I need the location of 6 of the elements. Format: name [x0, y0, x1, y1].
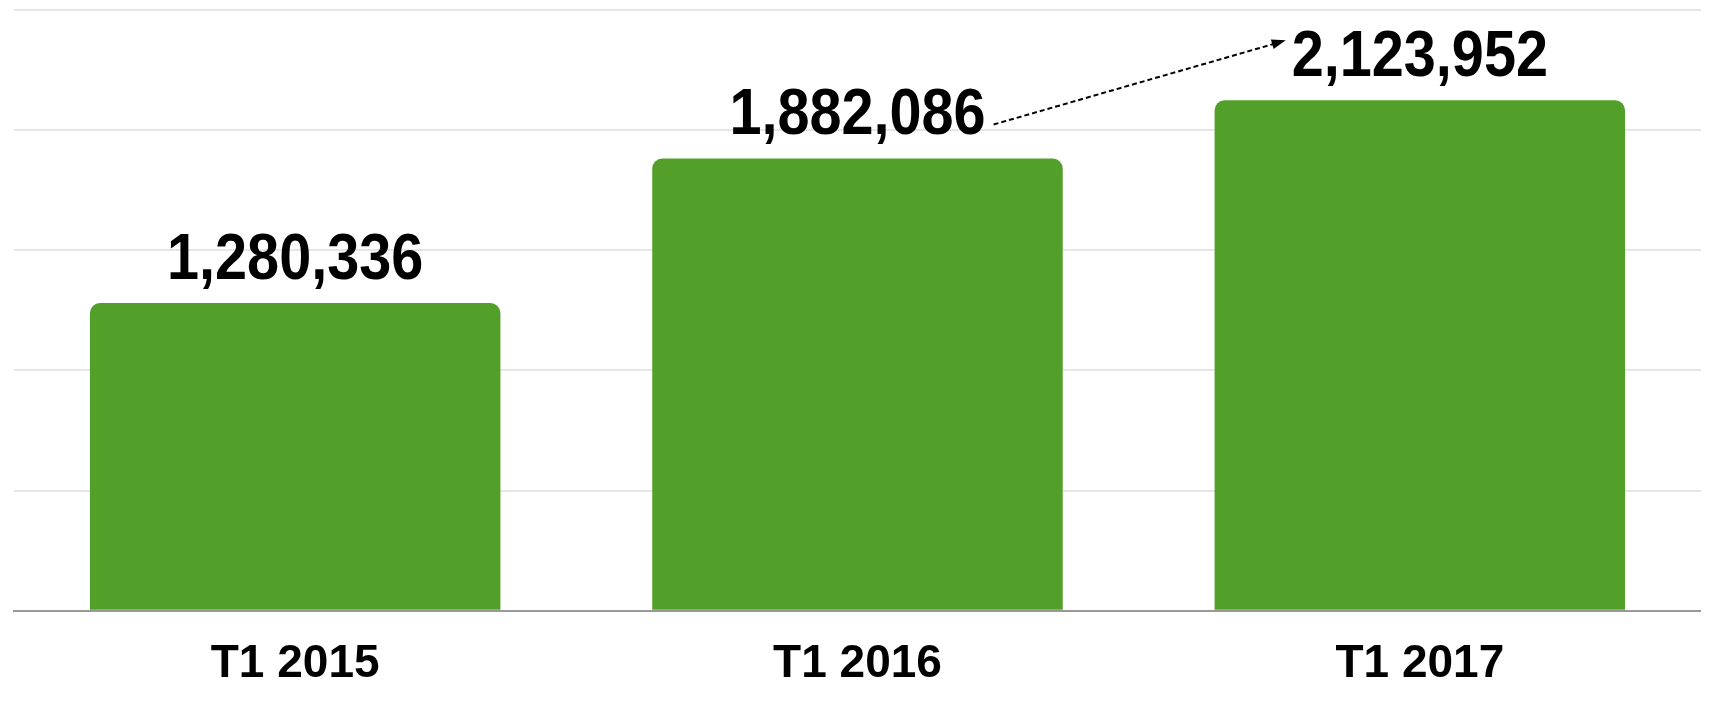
x-tick-label: T1 2017 [1335, 635, 1505, 688]
data-label: 1,280,336 [167, 220, 424, 293]
x-tick-label: T1 2016 [773, 635, 942, 688]
data-label: 1,882,086 [729, 76, 986, 148]
x-tick-label: T1 2015 [210, 635, 380, 688]
data-label: 2,123,952 [1291, 18, 1548, 90]
